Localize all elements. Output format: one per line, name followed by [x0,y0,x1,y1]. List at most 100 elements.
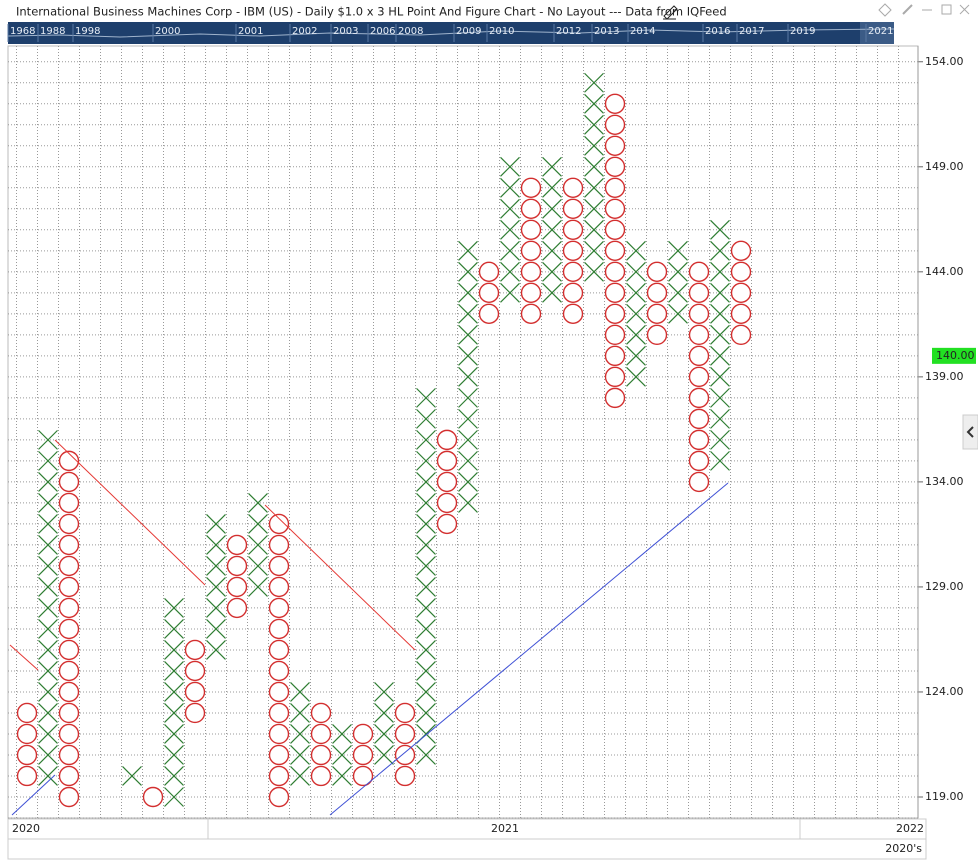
y-tick-label: 129.00 [925,580,964,593]
x-box [248,577,268,597]
o-box [604,219,626,241]
o-box [394,723,416,745]
x-box [38,703,58,723]
o-column [142,786,164,808]
diamond-icon[interactable] [878,3,892,17]
side-panel-arrow[interactable] [966,426,974,438]
x-column [206,513,226,660]
close-icon[interactable] [959,4,970,15]
overview-year: 1968 [10,26,35,37]
overview-window[interactable] [860,22,894,44]
x-box [206,619,226,639]
x-box [290,724,310,744]
o-box [58,471,80,493]
side-panel-toggle[interactable] [962,414,978,450]
last-price-label: 140.00 [936,349,975,362]
x-box [164,724,184,744]
o-box [58,555,80,577]
x-box [374,703,394,723]
x-box [584,156,604,177]
x-box [206,513,226,534]
maximize-icon[interactable] [941,4,952,15]
o-box [268,639,290,661]
o-box [436,429,458,451]
x-axis-band [7,818,927,840]
x-box [38,640,58,660]
x-box [710,366,730,387]
o-box [16,702,38,724]
x-box [38,766,58,786]
x-box [500,240,520,261]
x-box [458,408,478,429]
o-box [604,366,626,388]
overview-year: 2013 [594,26,619,37]
x-box [458,471,478,492]
o-column [562,177,584,325]
edit-icon[interactable] [663,5,678,20]
x-box [416,577,436,597]
x-box [416,640,436,660]
overview-year: 2012 [556,26,581,37]
y-tick-label: 154.00 [925,55,964,68]
o-box [184,702,206,724]
o-box [268,744,290,766]
o-column [520,177,542,325]
o-box [268,618,290,640]
o-column [16,702,38,787]
x-box [416,745,436,765]
o-column [394,702,416,787]
x-column [38,429,58,786]
x-box [458,492,478,513]
o-box [310,702,332,724]
o-box [604,303,626,325]
o-box [352,744,374,766]
x-box [626,324,646,345]
x-box [416,661,436,681]
o-box [58,744,80,766]
x-column [626,240,646,387]
o-box [604,177,626,198]
x-box [584,198,604,219]
o-column [688,261,710,493]
x-box [584,93,604,114]
x-box [290,745,310,765]
x-box [584,135,604,156]
o-box [58,639,80,661]
o-box [394,744,416,766]
x-box [38,471,58,492]
o-box [16,723,38,745]
x-box [626,240,646,261]
overview-year: 2010 [489,26,514,37]
o-box [352,723,374,745]
o-box [562,240,584,262]
o-box [646,282,668,304]
o-column [184,639,206,724]
o-box [58,534,80,556]
x-column [458,240,478,513]
x-box [584,114,604,135]
o-box [520,219,542,241]
pin-icon[interactable] [902,4,913,15]
o-box [688,366,710,388]
x-box [626,261,646,282]
o-box [730,303,752,325]
o-box [604,282,626,304]
overview-year: 2021 [868,26,893,37]
x-box [668,261,688,282]
overview-year: 2019 [790,26,815,37]
o-box [520,177,542,198]
o-box [268,555,290,577]
o-box [58,597,80,619]
o-box [730,324,752,346]
x-box [416,408,436,429]
o-box [562,198,584,220]
x-box [38,745,58,765]
o-column [604,93,626,409]
overview-year: 1998 [75,26,100,37]
overview-line [7,28,895,38]
o-box [520,240,542,262]
o-box [142,786,164,808]
o-box [604,198,626,220]
x-box [122,766,142,786]
